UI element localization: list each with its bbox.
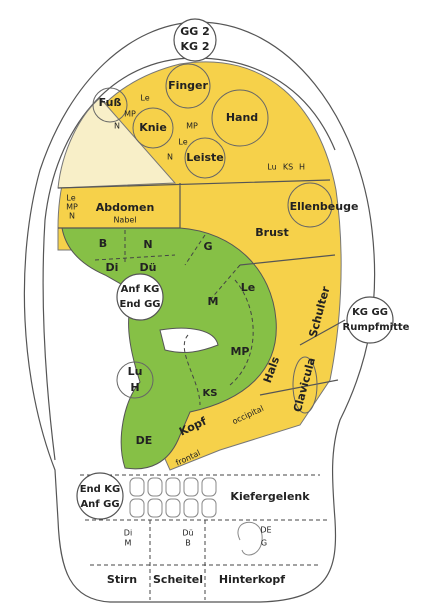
label: Kiefergelenk <box>230 490 310 503</box>
label: B <box>185 539 191 548</box>
label: Di <box>106 261 119 274</box>
label: N <box>114 122 120 131</box>
label: Leiste <box>186 151 224 164</box>
label: Ellenbeuge <box>290 200 359 213</box>
label: DE <box>136 434 153 447</box>
label: Nabel <box>113 216 136 225</box>
label: Le <box>66 194 75 203</box>
label: Knie <box>139 121 167 134</box>
label: Stirn <box>107 573 137 586</box>
label: MP <box>186 122 198 131</box>
label: Scheitel <box>153 573 203 586</box>
label: Le <box>241 281 255 294</box>
label: End GG <box>119 299 160 310</box>
label: M <box>125 539 132 548</box>
label: Rumpfmitte <box>343 322 410 333</box>
ear-map: GG 2 KG 2 Finger Fuß Le MP N Knie MP Han… <box>0 0 427 610</box>
label: B <box>99 237 107 250</box>
label: End KG <box>80 484 121 495</box>
label: KG 2 <box>180 40 209 53</box>
label: Le <box>140 94 149 103</box>
label: G <box>203 240 212 253</box>
label: M <box>208 295 219 308</box>
label: Hand <box>226 111 258 124</box>
label: N <box>143 238 152 251</box>
label: MP <box>66 203 78 212</box>
label: N <box>167 153 173 162</box>
label: Dü <box>182 529 193 538</box>
label: Hinterkopf <box>219 573 285 586</box>
label: KS <box>203 388 218 399</box>
label: MP <box>124 110 136 119</box>
label: DE <box>260 526 271 535</box>
label: Anf GG <box>80 499 119 510</box>
label: Di <box>124 529 132 538</box>
label: Brust <box>255 226 288 239</box>
label: N <box>69 212 75 221</box>
label: G <box>261 539 267 548</box>
label: GG 2 <box>180 25 210 38</box>
label: Fuß <box>99 96 122 109</box>
label: Le <box>178 138 187 147</box>
label: Anf KG <box>121 284 160 295</box>
label: H <box>130 381 139 394</box>
label: Abdomen <box>96 201 155 214</box>
label: KS <box>283 163 293 172</box>
label: KG GG <box>352 307 388 318</box>
label: Lu <box>267 163 276 172</box>
label: Finger <box>168 79 208 92</box>
label: MP <box>230 345 249 358</box>
label: Dü <box>140 261 157 274</box>
label: Lu <box>128 365 143 378</box>
label: H <box>299 163 305 172</box>
